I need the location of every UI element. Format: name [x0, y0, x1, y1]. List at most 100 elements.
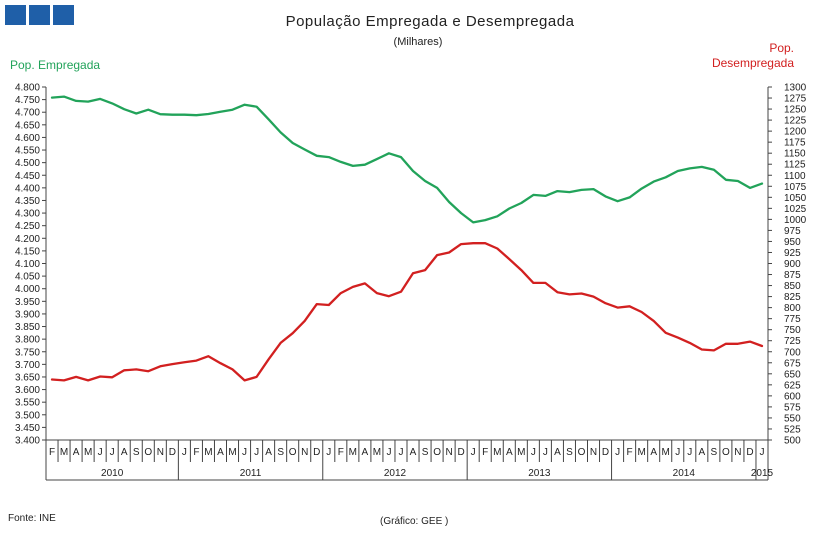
year-label: 2012 — [384, 468, 407, 479]
left-tick-label: 4.300 — [15, 209, 40, 220]
month-label: M — [228, 447, 236, 458]
month-label: O — [144, 447, 152, 458]
right-tick-label: 1025 — [784, 204, 807, 215]
right-tick-label: 575 — [784, 402, 801, 413]
month-label: N — [301, 447, 308, 458]
right-tick-label: 1125 — [784, 160, 806, 171]
month-label: F — [482, 447, 488, 458]
month-label: A — [554, 447, 561, 458]
month-label: S — [566, 447, 573, 458]
right-tick-label: 675 — [784, 358, 801, 369]
right-tick-label: 525 — [784, 424, 801, 435]
month-label: J — [254, 447, 259, 458]
month-label: S — [711, 447, 718, 458]
month-label: S — [133, 447, 140, 458]
month-label: J — [386, 447, 391, 458]
right-tick-label: 800 — [784, 303, 801, 314]
employed-series-line — [50, 95, 764, 224]
right-tick-label: 950 — [784, 237, 801, 248]
month-label: A — [121, 447, 128, 458]
month-label: O — [722, 447, 730, 458]
right-tick-label: 925 — [784, 248, 801, 259]
right-tick-label: 1150 — [784, 149, 806, 160]
month-label: O — [433, 447, 441, 458]
month-label: A — [73, 447, 80, 458]
left-tick-label: 4.750 — [15, 95, 40, 106]
left-tick-label: 4.800 — [15, 83, 40, 94]
month-label: M — [60, 447, 68, 458]
left-tick-label: 4.100 — [15, 259, 40, 270]
left-tick-label: 4.250 — [15, 221, 40, 232]
month-label: J — [675, 447, 680, 458]
right-axis-label: Pop. Desempregada — [712, 41, 794, 71]
unemployed-series-line — [50, 242, 764, 382]
month-label: M — [662, 447, 670, 458]
left-tick-label: 3.900 — [15, 309, 40, 320]
month-label: F — [627, 447, 633, 458]
right-tick-label: 600 — [784, 391, 801, 402]
left-tick-label: 3.600 — [15, 385, 40, 396]
month-label: O — [289, 447, 297, 458]
left-tick-label: 3.700 — [15, 360, 40, 371]
left-tick-label: 3.650 — [15, 372, 40, 383]
right-tick-label: 550 — [784, 413, 801, 424]
source-note: Fonte: INE — [8, 513, 56, 524]
left-axis-label: Pop. Empregada — [10, 58, 101, 72]
left-tick-label: 3.850 — [15, 322, 40, 333]
left-tick-label: 3.400 — [15, 436, 40, 447]
year-label: 2014 — [673, 468, 696, 479]
left-tick-label: 4.350 — [15, 196, 40, 207]
right-tick-label: 1000 — [784, 215, 807, 226]
month-label: N — [734, 447, 741, 458]
month-label: N — [445, 447, 452, 458]
month-label: J — [543, 447, 548, 458]
right-tick-label: 1200 — [784, 127, 807, 138]
right-tick-label: 875 — [784, 270, 801, 281]
left-tick-label: 4.400 — [15, 183, 40, 194]
year-label: 2011 — [240, 468, 262, 479]
right-tick-label: 1300 — [784, 83, 807, 94]
month-label: M — [373, 447, 381, 458]
right-tick-label: 900 — [784, 259, 801, 270]
right-tick-label: 1075 — [784, 182, 807, 193]
left-tick-label: 4.150 — [15, 246, 40, 257]
right-tick-label: 775 — [784, 314, 801, 325]
month-label: A — [265, 447, 272, 458]
left-tick-label: 3.950 — [15, 297, 40, 308]
year-label: 2010 — [101, 468, 124, 479]
month-label: A — [410, 447, 417, 458]
right-tick-label: 1175 — [784, 138, 806, 149]
month-label: O — [578, 447, 586, 458]
left-tick-label: 3.550 — [15, 398, 40, 409]
left-tick-label: 3.750 — [15, 347, 40, 358]
month-label: J — [398, 447, 403, 458]
month-label: S — [422, 447, 429, 458]
logo-square-1 — [5, 5, 26, 25]
month-label: A — [698, 447, 705, 458]
month-label: S — [277, 447, 284, 458]
right-tick-label: 700 — [784, 347, 801, 358]
month-label: J — [98, 447, 103, 458]
month-label: N — [157, 447, 164, 458]
month-label: A — [506, 447, 513, 458]
left-tick-label: 4.450 — [15, 171, 40, 182]
month-label: F — [49, 447, 55, 458]
month-label: M — [493, 447, 501, 458]
month-label: F — [338, 447, 344, 458]
month-label: J — [471, 447, 476, 458]
right-tick-label: 850 — [784, 281, 801, 292]
right-axis-label-line1: Pop. — [769, 41, 794, 55]
chart-title: População Empregada e Desempregada — [285, 13, 575, 30]
logo-square-3 — [53, 5, 74, 25]
right-tick-label: 1275 — [784, 94, 807, 105]
left-tick-label: 4.000 — [15, 284, 40, 295]
right-tick-label: 650 — [784, 369, 801, 380]
month-label: D — [169, 447, 176, 458]
month-label: M — [517, 447, 525, 458]
left-tick-label: 4.200 — [15, 234, 40, 245]
month-label: J — [326, 447, 331, 458]
right-tick-label: 1250 — [784, 105, 807, 116]
month-label: J — [615, 447, 620, 458]
month-label: M — [637, 447, 645, 458]
